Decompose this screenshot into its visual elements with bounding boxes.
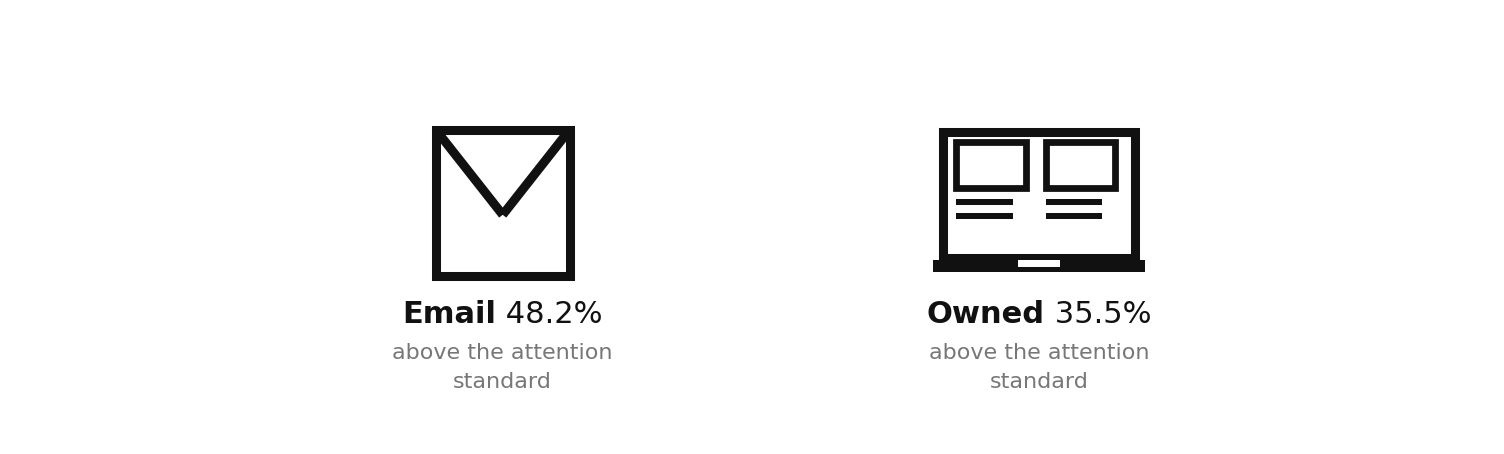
Text: above the attention
standard: above the attention standard [393,343,614,392]
Bar [436,130,570,276]
Bar [957,143,1026,188]
Text: Email: Email [403,301,496,330]
Bar [932,260,1145,271]
Bar [1045,199,1102,206]
Text: Owned: Owned [926,301,1045,330]
Bar [943,132,1136,258]
Bar [1045,143,1114,188]
Text: 48.2%: 48.2% [496,301,603,330]
Bar [1045,213,1102,219]
Text: 35.5%: 35.5% [1045,301,1151,330]
Bar [957,213,1014,219]
Bar [957,199,1014,206]
Bar [1018,260,1060,266]
Text: above the attention
standard: above the attention standard [928,343,1149,392]
